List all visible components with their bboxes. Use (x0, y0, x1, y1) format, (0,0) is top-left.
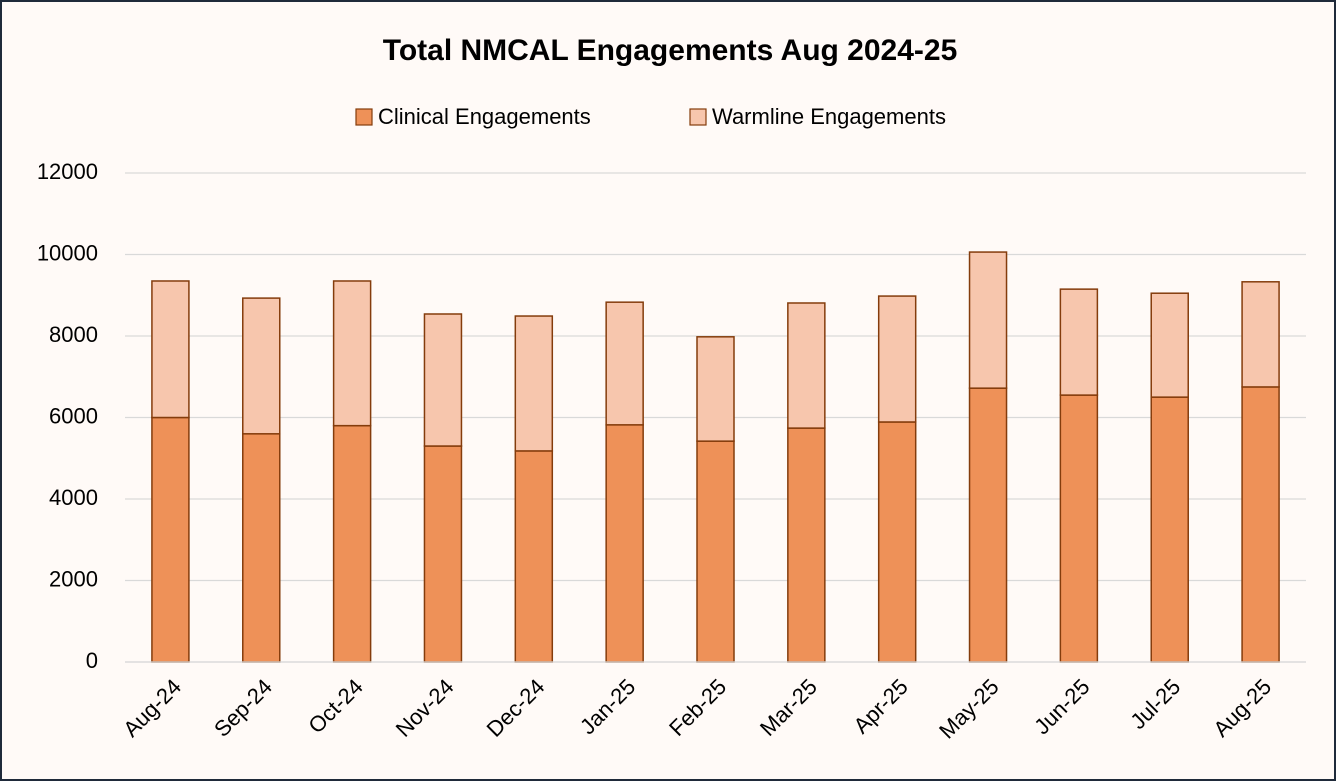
chart-title: Total NMCAL Engagements Aug 2024-25 (383, 34, 958, 67)
bar-segment (242, 433, 281, 663)
bar-segment (151, 280, 190, 419)
bar-segment (423, 313, 463, 447)
bar-segment (423, 445, 463, 663)
bar-segment (605, 424, 644, 663)
bar-segment (696, 440, 735, 663)
bar-segment (1150, 396, 1189, 663)
bar-segment (332, 424, 372, 663)
bar-segment (605, 301, 644, 426)
y-tick-label: 2000 (49, 566, 98, 591)
legend-label: Warmline Engagements (712, 104, 946, 129)
y-tick-label: 4000 (49, 485, 98, 510)
bar-segment (514, 450, 554, 663)
legend-label: Clinical Engagements (378, 104, 591, 129)
bar-segment (1059, 288, 1099, 396)
legend-swatch (689, 108, 707, 126)
bar-segment (1059, 394, 1099, 663)
bar-segment (696, 336, 735, 442)
bar-segment (877, 421, 917, 663)
y-tick-label: 0 (86, 648, 98, 673)
y-tick-label: 6000 (49, 403, 98, 428)
bar-segment (787, 427, 826, 663)
bar-segment (1150, 292, 1189, 398)
legend-swatch (355, 108, 373, 126)
y-tick-label: 12000 (37, 159, 98, 184)
bar-segment (332, 280, 372, 427)
bar-segment (1241, 386, 1280, 663)
bar-segment (1241, 281, 1280, 388)
bar-segment (242, 297, 281, 435)
bar-segment (968, 251, 1008, 389)
bar-segment (787, 302, 826, 429)
y-tick-label: 10000 (37, 240, 98, 265)
y-tick-label: 8000 (49, 322, 98, 347)
bar-segment (877, 295, 917, 423)
bar-segment (151, 416, 190, 663)
bar-segment (968, 387, 1008, 663)
bar-segment (514, 315, 554, 452)
